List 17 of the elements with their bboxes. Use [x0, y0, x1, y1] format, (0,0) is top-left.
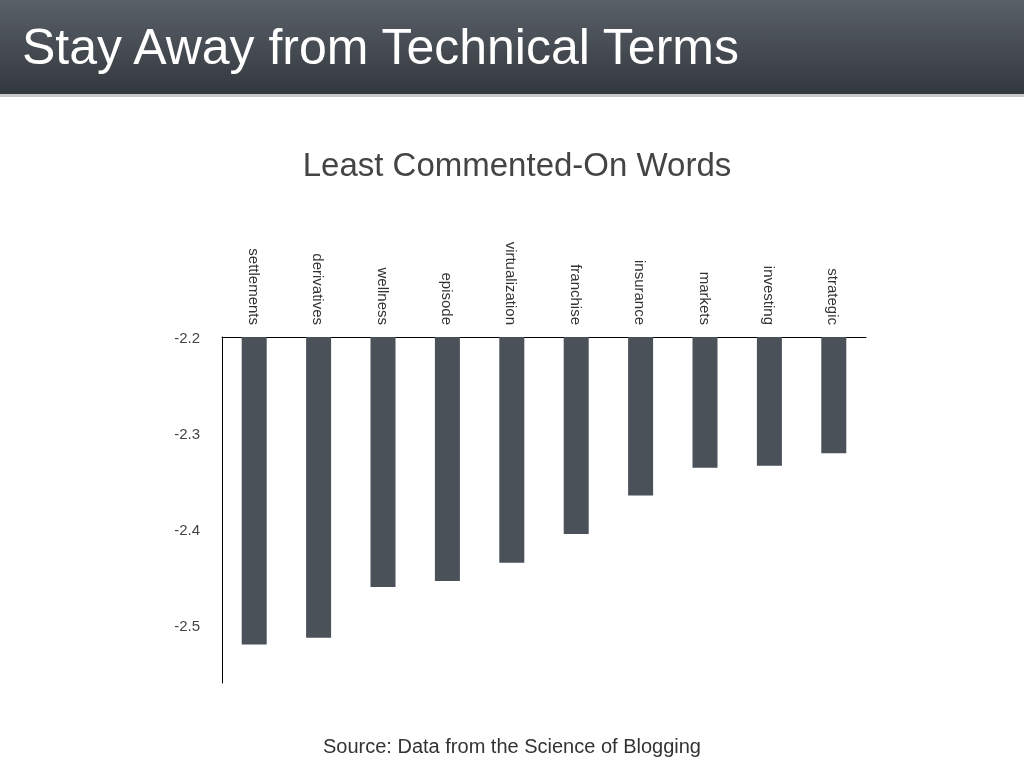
x-tick-label: franchise — [567, 264, 585, 325]
x-tick-label: wellness — [374, 266, 392, 325]
y-tick-label: -2.2 — [174, 328, 200, 346]
y-tick-label: -2.4 — [174, 520, 200, 538]
x-tick-label: derivatives — [310, 253, 328, 325]
source-note: Source: Data from the Science of Blogging — [322, 735, 702, 758]
x-tick-label: strategic — [825, 268, 843, 326]
chart-subtitle: Least Commented-On Words — [301, 146, 733, 184]
x-tick-label: virtualization — [503, 241, 521, 325]
y-tick-label: -2.3 — [174, 424, 200, 442]
x-tick-label: markets — [696, 271, 714, 325]
x-tick-label: insurance — [632, 259, 650, 325]
chart-title: Stay Away from Technical Terms — [22, 18, 739, 76]
x-tick-label: investing — [760, 265, 778, 325]
x-tick-label: settlements — [245, 248, 263, 325]
y-tick-label: -2.5 — [174, 616, 200, 634]
x-tick-label: episode — [438, 272, 456, 325]
